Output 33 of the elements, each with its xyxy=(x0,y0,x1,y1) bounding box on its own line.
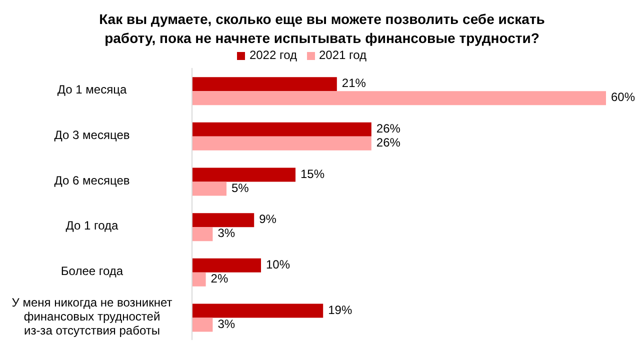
y-tick-label: До 1 месяца xyxy=(57,82,127,97)
bar xyxy=(192,213,254,228)
bar xyxy=(192,318,213,332)
data-label: 15% xyxy=(300,166,325,181)
legend-label: 2021 год xyxy=(319,48,367,62)
bar xyxy=(192,227,213,242)
data-label: 9% xyxy=(259,212,277,226)
bar xyxy=(192,136,372,150)
data-label: 2% xyxy=(210,272,228,286)
bar xyxy=(192,304,324,318)
data-label: 3% xyxy=(218,226,236,240)
bar xyxy=(192,258,261,272)
bar xyxy=(192,182,226,196)
y-tick-label: До 3 месяцев xyxy=(54,128,130,142)
data-label: 26% xyxy=(376,136,401,150)
bar xyxy=(192,272,206,286)
chart-title: Как вы думаете, сколько еще вы можете позволить себе искать работу, пока не начнете испытывать финансовые трудности? xyxy=(98,10,546,48)
bar xyxy=(192,168,296,182)
data-label: 5% xyxy=(232,180,250,195)
data-label: 26% xyxy=(376,122,401,136)
y-tick-label: До 1 года xyxy=(66,218,119,233)
y-tick-label: Более года xyxy=(60,264,124,278)
legend-label: 2022 год xyxy=(249,48,297,62)
data-label: 21% xyxy=(342,76,366,90)
bar xyxy=(192,91,606,106)
bar xyxy=(192,122,372,136)
y-tick-label: У меня никогда не возникнет финансовых трудностей из-за отсутствия работы xyxy=(12,296,173,338)
data-label: 10% xyxy=(266,258,290,272)
data-label: 60% xyxy=(611,90,636,104)
data-label: 19% xyxy=(328,302,352,317)
y-tick-label: До 6 месяцев xyxy=(54,174,130,188)
bar xyxy=(192,77,337,92)
data-label: 3% xyxy=(218,316,236,331)
